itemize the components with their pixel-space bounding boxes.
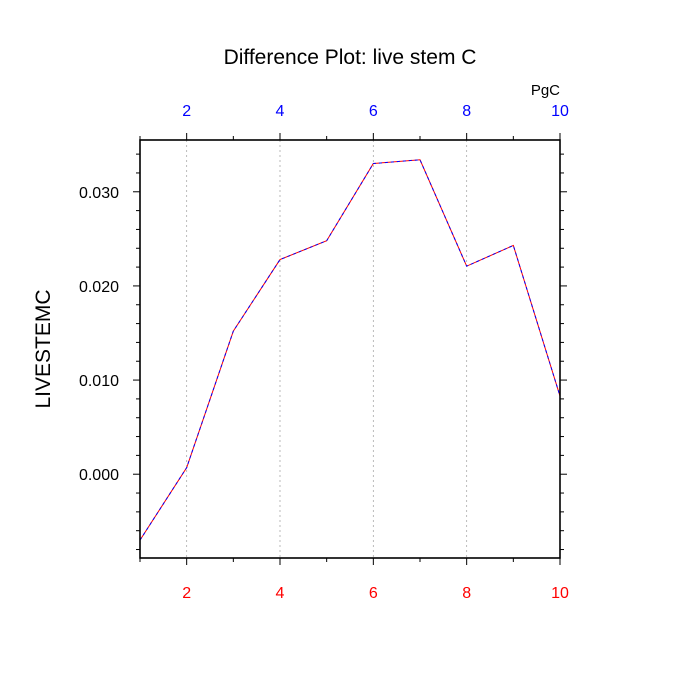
x-tick-label-top: 10 bbox=[551, 103, 569, 120]
x-tick-label-bottom: 10 bbox=[551, 585, 569, 602]
series-line bbox=[139, 159, 561, 541]
series-line-blue-dash bbox=[139, 159, 561, 541]
axis-ticks bbox=[133, 133, 567, 565]
y-tick-label: 0.020 bbox=[79, 279, 119, 296]
x-tick-label-bottom: 2 bbox=[182, 585, 191, 602]
x-tick-label-top: 6 bbox=[369, 103, 378, 120]
tick-labels: 2 2 4 4 6 6 8 8 10 10 0.000 0.010 0.020 0.030 bbox=[79, 103, 569, 602]
grid-lines bbox=[186, 140, 468, 558]
units-label: PgC bbox=[531, 82, 560, 99]
series-line-red bbox=[139, 159, 561, 541]
plot-frame bbox=[139, 139, 561, 559]
y-tick-label: 0.010 bbox=[79, 373, 119, 390]
y-tick-label: 0.030 bbox=[79, 185, 119, 202]
chart-title: Difference Plot: live stem C bbox=[224, 46, 477, 69]
y-axis-label: LIVESTEMC bbox=[32, 289, 55, 408]
x-tick-label-bottom: 8 bbox=[462, 585, 471, 602]
x-tick-label-top: 4 bbox=[276, 103, 285, 120]
y-tick-label: 0.000 bbox=[79, 467, 119, 484]
x-tick-label-top: 8 bbox=[462, 103, 471, 120]
x-tick-label-top: 2 bbox=[182, 103, 191, 120]
x-tick-label-bottom: 6 bbox=[369, 585, 378, 602]
x-tick-label-bottom: 4 bbox=[276, 585, 285, 602]
